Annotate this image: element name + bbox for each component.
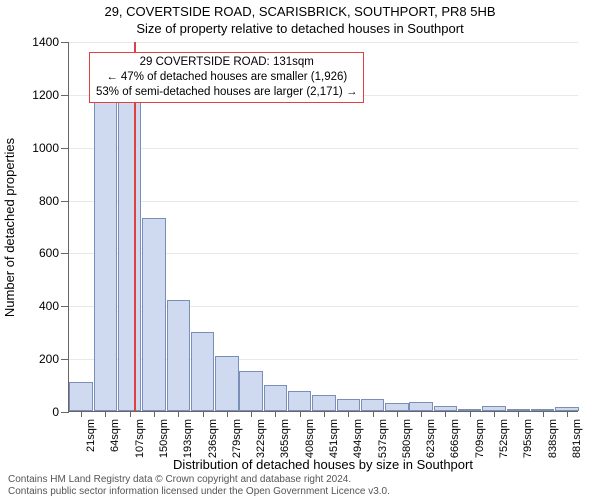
histogram-bar: [215, 356, 238, 412]
histogram-bar: [361, 399, 384, 411]
y-tick: [61, 148, 69, 149]
histogram-bar: [118, 102, 141, 411]
y-tick: [61, 412, 69, 413]
annotation-line: ← 47% of detached houses are smaller (1,…: [96, 70, 357, 85]
annotation-box: 29 COVERTSIDE ROAD: 131sqm← 47% of detac…: [89, 52, 364, 103]
y-tick: [61, 95, 69, 96]
gridline: [69, 42, 578, 43]
y-tick: [61, 359, 69, 360]
histogram-bar: [142, 218, 165, 411]
x-tick: [300, 411, 301, 417]
y-tick: [61, 42, 69, 43]
x-tick: [518, 411, 519, 417]
x-tick-label: 494sqm: [352, 419, 364, 458]
annotation-line: 29 COVERTSIDE ROAD: 131sqm: [96, 55, 357, 70]
x-tick: [105, 411, 106, 417]
x-tick: [373, 411, 374, 417]
histogram-bar: [94, 102, 117, 411]
annotation-line: 53% of semi-detached houses are larger (…: [96, 85, 357, 100]
x-axis-label: Distribution of detached houses by size …: [68, 457, 578, 472]
x-tick-label: 838sqm: [547, 419, 559, 458]
x-tick: [203, 411, 204, 417]
y-tick-label: 600: [39, 246, 59, 260]
y-tick-label: 0: [52, 405, 59, 419]
x-tick-label: 623sqm: [425, 419, 437, 458]
title-subtitle: Size of property relative to detached ho…: [0, 21, 600, 38]
histogram-bar: [385, 403, 408, 411]
chart-area: 020040060080010001200140021sqm64sqm107sq…: [68, 42, 578, 412]
x-tick: [81, 411, 82, 417]
x-tick-label: 64sqm: [109, 419, 121, 452]
x-tick: [421, 411, 422, 417]
y-tick-label: 1000: [32, 141, 59, 155]
y-tick: [61, 253, 69, 254]
y-tick-label: 800: [39, 194, 59, 208]
y-axis-label: Number of detached properties: [3, 137, 18, 316]
histogram-bar: [69, 382, 92, 411]
y-tick: [61, 306, 69, 307]
x-tick-label: 107sqm: [134, 419, 146, 458]
histogram-bar: [191, 332, 214, 411]
y-tick-label: 1200: [32, 88, 59, 102]
y-tick-label: 200: [39, 352, 59, 366]
x-tick: [154, 411, 155, 417]
x-tick-label: 580sqm: [401, 419, 413, 458]
title-address: 29, COVERTSIDE ROAD, SCARISBRICK, SOUTHP…: [0, 4, 600, 21]
x-tick-label: 752sqm: [498, 419, 510, 458]
y-tick-label: 400: [39, 299, 59, 313]
x-tick-label: 236sqm: [207, 419, 219, 458]
x-tick: [178, 411, 179, 417]
x-tick-label: 193sqm: [182, 419, 194, 458]
x-tick-label: 21sqm: [85, 419, 97, 452]
x-tick-label: 408sqm: [304, 419, 316, 458]
x-tick-label: 537sqm: [377, 419, 389, 458]
footer-attribution: Contains HM Land Registry data © Crown c…: [8, 474, 390, 498]
plot-region: 020040060080010001200140021sqm64sqm107sq…: [68, 42, 578, 412]
x-tick: [324, 411, 325, 417]
histogram-bar: [167, 300, 190, 411]
x-tick-label: 795sqm: [522, 419, 534, 458]
histogram-bar: [337, 399, 360, 411]
histogram-bar: [409, 402, 432, 411]
x-tick-label: 709sqm: [474, 419, 486, 458]
x-tick-label: 279sqm: [231, 419, 243, 458]
footer-line1: Contains HM Land Registry data © Crown c…: [8, 474, 390, 486]
x-tick: [445, 411, 446, 417]
x-tick: [470, 411, 471, 417]
x-tick: [227, 411, 228, 417]
x-tick-label: 365sqm: [279, 419, 291, 458]
gridline: [69, 201, 578, 202]
x-tick: [494, 411, 495, 417]
x-tick: [397, 411, 398, 417]
histogram-bar: [288, 391, 311, 411]
gridline: [69, 148, 578, 149]
x-tick-label: 881sqm: [571, 419, 583, 458]
histogram-bar: [312, 395, 335, 411]
x-tick-label: 666sqm: [449, 419, 461, 458]
x-tick-label: 150sqm: [158, 419, 170, 458]
x-tick: [275, 411, 276, 417]
footer-line2: Contains public sector information licen…: [8, 486, 390, 498]
histogram-bar: [239, 371, 262, 411]
x-tick: [567, 411, 568, 417]
y-axis-label-wrap: Number of detached properties: [0, 42, 20, 412]
y-tick-label: 1400: [32, 35, 59, 49]
histogram-bar: [264, 385, 287, 411]
chart-header: 29, COVERTSIDE ROAD, SCARISBRICK, SOUTHP…: [0, 0, 600, 38]
x-tick: [251, 411, 252, 417]
x-tick-label: 322sqm: [255, 419, 267, 458]
x-tick: [348, 411, 349, 417]
x-tick: [130, 411, 131, 417]
y-tick: [61, 201, 69, 202]
x-tick-label: 451sqm: [328, 419, 340, 458]
x-tick: [543, 411, 544, 417]
